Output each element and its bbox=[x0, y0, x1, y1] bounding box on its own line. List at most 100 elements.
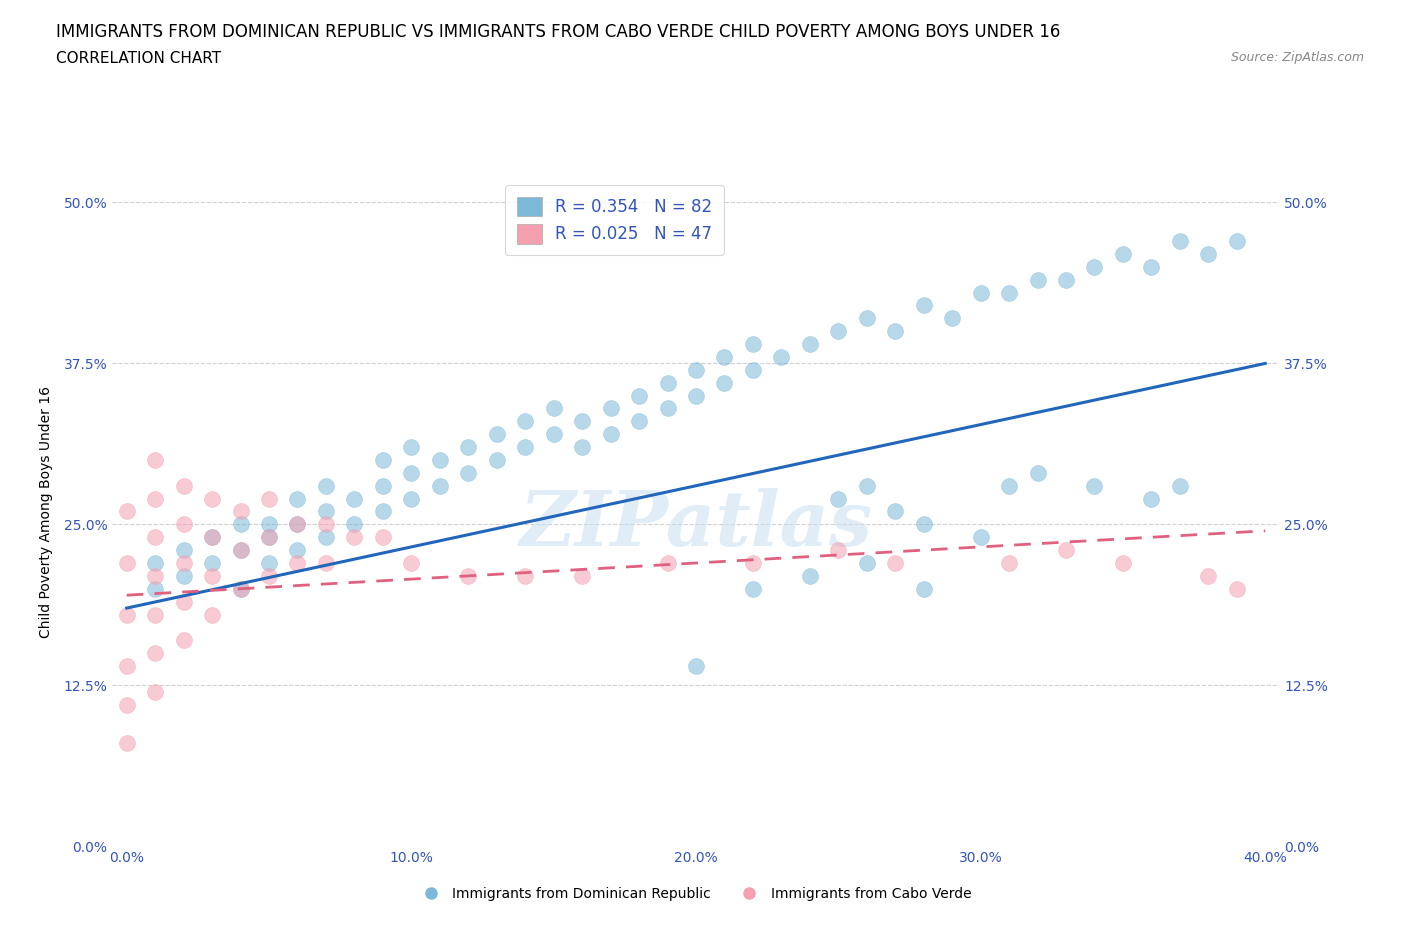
Point bbox=[201, 530, 224, 545]
Point bbox=[201, 530, 224, 545]
Point bbox=[855, 478, 877, 493]
Point bbox=[229, 543, 252, 558]
Point bbox=[229, 517, 252, 532]
Text: IMMIGRANTS FROM DOMINICAN REPUBLIC VS IMMIGRANTS FROM CABO VERDE CHILD POVERTY A: IMMIGRANTS FROM DOMINICAN REPUBLIC VS IM… bbox=[56, 23, 1060, 41]
Point bbox=[1026, 272, 1049, 287]
Point bbox=[115, 736, 138, 751]
Point bbox=[429, 453, 451, 468]
Point bbox=[1226, 233, 1249, 248]
Point bbox=[799, 568, 821, 583]
Point bbox=[543, 401, 565, 416]
Point bbox=[143, 684, 166, 699]
Point bbox=[143, 555, 166, 570]
Point bbox=[173, 594, 195, 609]
Point bbox=[115, 555, 138, 570]
Point bbox=[1026, 465, 1049, 480]
Point bbox=[657, 376, 679, 391]
Point bbox=[257, 530, 280, 545]
Point bbox=[799, 337, 821, 352]
Point bbox=[912, 298, 935, 312]
Point bbox=[855, 311, 877, 325]
Point bbox=[741, 363, 763, 378]
Point bbox=[173, 478, 195, 493]
Point bbox=[143, 645, 166, 660]
Point bbox=[315, 517, 337, 532]
Point bbox=[143, 581, 166, 596]
Point bbox=[371, 453, 394, 468]
Text: Source: ZipAtlas.com: Source: ZipAtlas.com bbox=[1230, 51, 1364, 64]
Point bbox=[287, 517, 309, 532]
Point bbox=[315, 478, 337, 493]
Point bbox=[257, 491, 280, 506]
Point bbox=[741, 337, 763, 352]
Point bbox=[457, 465, 479, 480]
Point bbox=[912, 581, 935, 596]
Point bbox=[884, 504, 907, 519]
Point bbox=[1112, 555, 1135, 570]
Point bbox=[571, 568, 593, 583]
Legend: Immigrants from Dominican Republic, Immigrants from Cabo Verde: Immigrants from Dominican Republic, Immi… bbox=[415, 882, 977, 907]
Point bbox=[173, 543, 195, 558]
Point bbox=[173, 517, 195, 532]
Point bbox=[1054, 272, 1077, 287]
Point bbox=[827, 324, 849, 339]
Point bbox=[855, 555, 877, 570]
Point bbox=[115, 607, 138, 622]
Point bbox=[201, 568, 224, 583]
Point bbox=[343, 491, 366, 506]
Point bbox=[173, 568, 195, 583]
Point bbox=[571, 414, 593, 429]
Point bbox=[201, 491, 224, 506]
Point bbox=[1168, 478, 1191, 493]
Point bbox=[287, 543, 309, 558]
Point bbox=[287, 491, 309, 506]
Point bbox=[371, 530, 394, 545]
Point bbox=[315, 555, 337, 570]
Point bbox=[143, 607, 166, 622]
Point bbox=[257, 530, 280, 545]
Point bbox=[201, 607, 224, 622]
Point bbox=[912, 517, 935, 532]
Point bbox=[1083, 478, 1105, 493]
Point bbox=[143, 453, 166, 468]
Point bbox=[599, 427, 621, 442]
Point bbox=[287, 555, 309, 570]
Point bbox=[827, 543, 849, 558]
Point bbox=[770, 350, 793, 365]
Point bbox=[115, 658, 138, 673]
Point bbox=[315, 530, 337, 545]
Text: ZIPatlas: ZIPatlas bbox=[519, 488, 873, 562]
Point bbox=[998, 478, 1021, 493]
Point bbox=[1140, 259, 1163, 274]
Point bbox=[315, 504, 337, 519]
Point bbox=[969, 530, 991, 545]
Point bbox=[115, 504, 138, 519]
Point bbox=[1054, 543, 1077, 558]
Point bbox=[685, 658, 707, 673]
Text: CORRELATION CHART: CORRELATION CHART bbox=[56, 51, 221, 66]
Point bbox=[257, 568, 280, 583]
Point bbox=[143, 568, 166, 583]
Point bbox=[628, 414, 651, 429]
Point bbox=[457, 568, 479, 583]
Point bbox=[1197, 246, 1219, 261]
Point bbox=[515, 568, 537, 583]
Point bbox=[571, 440, 593, 455]
Point bbox=[1226, 581, 1249, 596]
Point bbox=[229, 581, 252, 596]
Point bbox=[515, 440, 537, 455]
Point bbox=[401, 440, 423, 455]
Point bbox=[485, 453, 508, 468]
Point bbox=[1197, 568, 1219, 583]
Point bbox=[998, 555, 1021, 570]
Point bbox=[287, 517, 309, 532]
Point bbox=[1140, 491, 1163, 506]
Point bbox=[628, 388, 651, 403]
Point bbox=[485, 427, 508, 442]
Point bbox=[713, 350, 735, 365]
Point bbox=[657, 401, 679, 416]
Point bbox=[143, 530, 166, 545]
Point bbox=[401, 491, 423, 506]
Point bbox=[257, 555, 280, 570]
Point bbox=[1168, 233, 1191, 248]
